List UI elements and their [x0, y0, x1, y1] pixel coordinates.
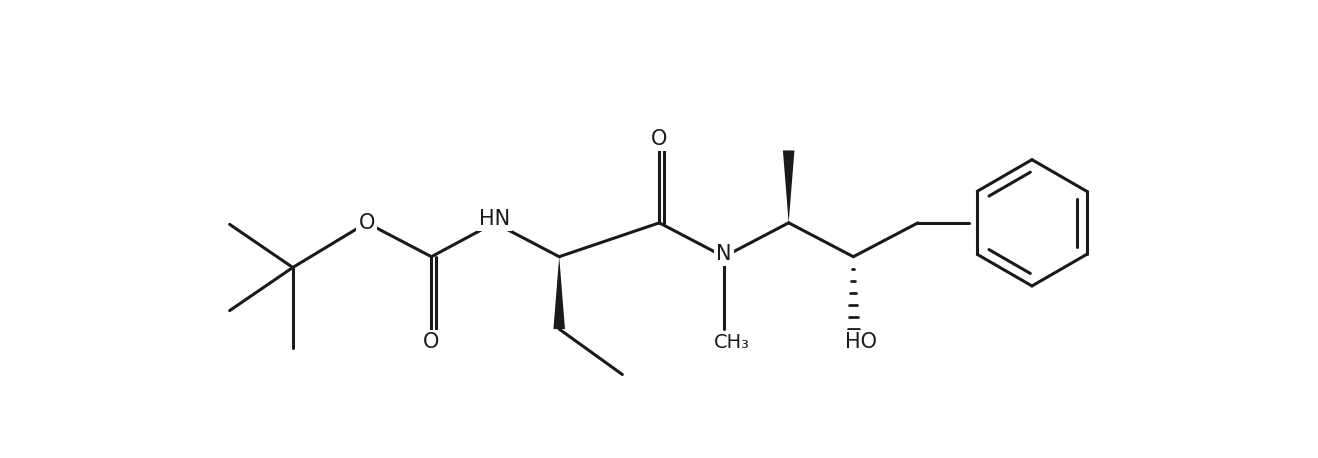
Text: O: O [651, 129, 667, 149]
Text: N: N [716, 244, 731, 264]
Text: O: O [358, 213, 374, 233]
Text: CH₃: CH₃ [714, 333, 750, 352]
Polygon shape [783, 150, 795, 223]
Polygon shape [554, 256, 565, 329]
Text: HN: HN [478, 209, 510, 229]
Text: O: O [423, 332, 440, 352]
Text: HO: HO [845, 332, 876, 352]
